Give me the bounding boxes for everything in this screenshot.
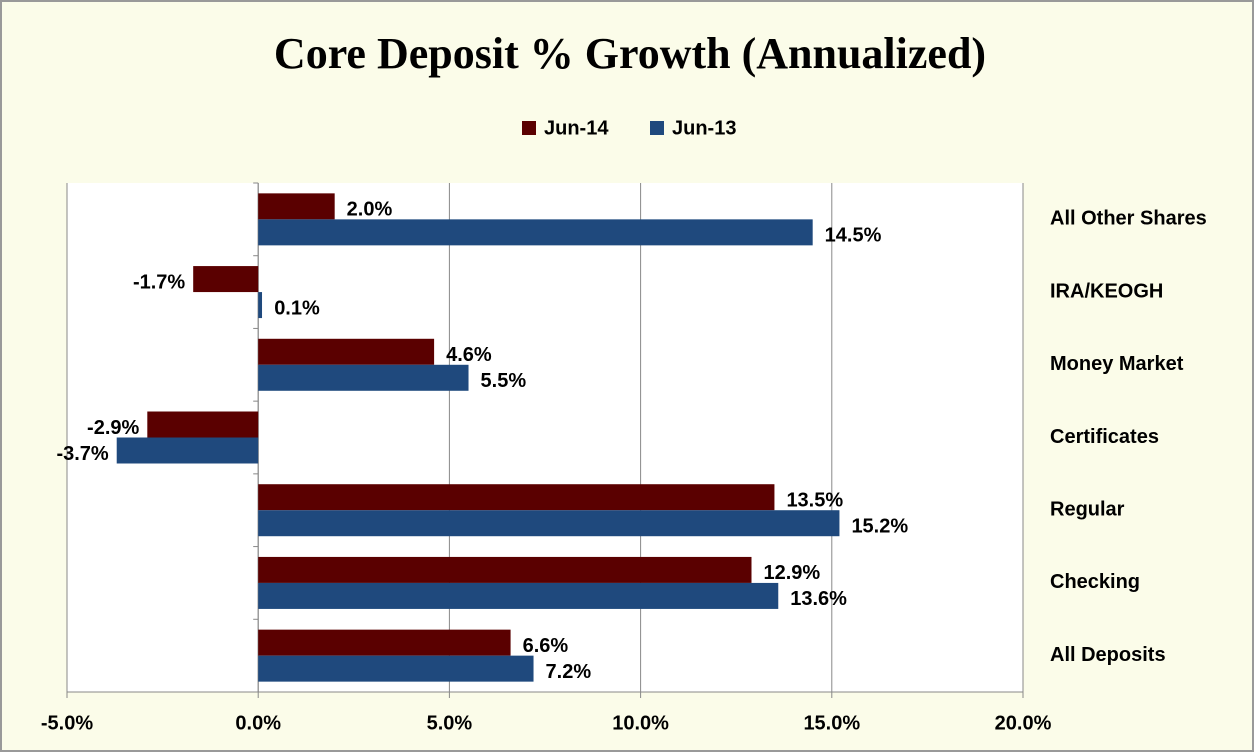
bar [258, 193, 335, 220]
x-tick-label: 20.0% [995, 712, 1052, 734]
data-label: 15.2% [851, 515, 908, 537]
legend-swatch [522, 121, 536, 135]
data-label: -3.7% [56, 443, 108, 465]
x-tick-label: 0.0% [235, 712, 281, 734]
bar [258, 292, 263, 319]
bar [258, 364, 469, 391]
category-label: Regular [1050, 498, 1125, 520]
data-label: 0.1% [274, 297, 320, 319]
x-tick-label: 15.0% [803, 712, 860, 734]
data-label: 6.6% [523, 635, 569, 657]
category-label: Money Market [1050, 353, 1184, 375]
bar [147, 411, 259, 438]
bar [258, 219, 813, 246]
x-tick-label: -5.0% [41, 712, 93, 734]
data-label: 13.5% [786, 489, 843, 511]
category-label: All Deposits [1050, 644, 1166, 666]
x-tick-label: 10.0% [612, 712, 669, 734]
bar [258, 655, 534, 682]
bar [258, 484, 775, 511]
data-label: 7.2% [546, 661, 592, 683]
data-label: -2.9% [87, 417, 139, 439]
legend-label: Jun-13 [672, 117, 736, 139]
bar [258, 510, 840, 537]
data-label: 12.9% [763, 562, 820, 584]
data-label: 14.5% [825, 225, 882, 247]
category-label: Checking [1050, 571, 1140, 593]
data-label: -1.7% [133, 271, 185, 293]
bar [258, 582, 779, 609]
bar [258, 338, 435, 365]
bar [193, 266, 259, 293]
category-label: IRA/KEOGH [1050, 280, 1163, 302]
bar [258, 556, 752, 583]
category-label: All Other Shares [1050, 208, 1207, 230]
bar [258, 629, 511, 656]
legend-label: Jun-14 [544, 117, 609, 139]
legend-swatch [650, 121, 664, 135]
data-label: 5.5% [481, 370, 527, 392]
x-tick-label: 5.0% [427, 712, 473, 734]
data-label: 4.6% [446, 344, 492, 366]
bar [116, 437, 259, 464]
chart-title: Core Deposit % Growth (Annualized) [274, 29, 986, 78]
category-label: Certificates [1050, 426, 1159, 448]
data-label: 13.6% [790, 588, 847, 610]
data-label: 2.0% [347, 199, 393, 221]
